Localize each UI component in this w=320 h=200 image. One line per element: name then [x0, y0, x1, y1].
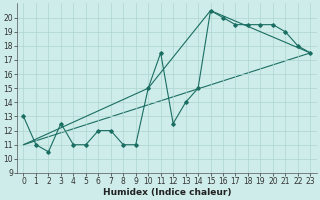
X-axis label: Humidex (Indice chaleur): Humidex (Indice chaleur)	[103, 188, 231, 197]
